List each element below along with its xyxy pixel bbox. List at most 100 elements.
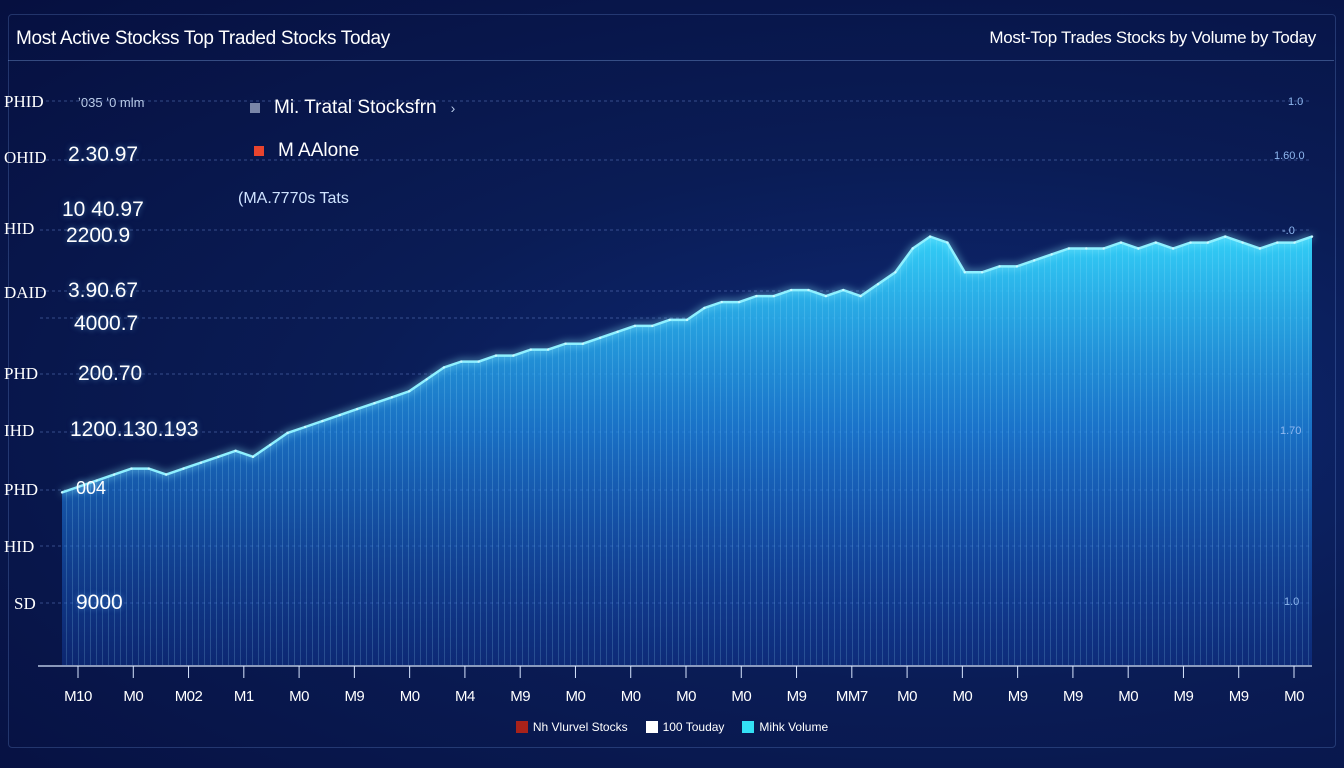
- data-point: [494, 354, 498, 357]
- data-point: [1293, 241, 1296, 244]
- x-tick-label: M0: [731, 688, 752, 705]
- data-point: [928, 235, 932, 238]
- legend-label: Nh Vlurvel Stocks: [532, 720, 628, 734]
- y-axis-label: IHD: [4, 421, 35, 440]
- x-tick-label: M0: [399, 688, 420, 705]
- legend-item[interactable]: 100 Touday: [645, 720, 725, 734]
- right-axis-label: 1.0: [1284, 596, 1300, 608]
- x-tick-label: M0: [565, 688, 586, 705]
- x-tick-label: M0: [952, 688, 973, 705]
- x-tick-label: M9: [510, 688, 531, 705]
- series-area-texture: [62, 236, 1312, 665]
- legend-item[interactable]: Mihk Volume: [742, 720, 828, 734]
- y-axis-label: PHD: [4, 364, 39, 383]
- data-point: [876, 283, 880, 286]
- legend-entry-total[interactable]: Mi. Tratal Stocksfrn ›: [250, 97, 455, 119]
- legend-label: Mi. Tratal Stocksfrn: [274, 97, 437, 118]
- y-axis-label: DAID: [4, 283, 47, 302]
- data-point: [112, 473, 116, 476]
- data-point: [390, 396, 394, 399]
- right-axis-label: 1.0: [1288, 96, 1304, 108]
- x-tick-label: M0: [620, 688, 641, 705]
- chart-subtitle: Most-Top Trades Stocks by Volume by Toda…: [989, 28, 1316, 47]
- y-axis-label: HID: [4, 219, 35, 238]
- data-point: [1102, 247, 1105, 250]
- data-point: [1033, 259, 1036, 262]
- data-point: [1154, 241, 1158, 244]
- value-label: 200.70: [78, 362, 143, 385]
- legend-entry-alone[interactable]: M AAlone: [254, 140, 359, 162]
- chart-frame: [8, 14, 1336, 748]
- data-point: [998, 265, 1001, 268]
- data-point: [1171, 247, 1175, 250]
- legend-label: 100 Touday: [662, 720, 725, 734]
- data-point: [338, 413, 341, 417]
- x-tick-label: M9: [1228, 688, 1249, 705]
- x-tick-label: M4: [454, 688, 475, 705]
- bottom-legend: Nh Vlurvel Stocks 100 Touday Mihk Volume: [0, 720, 1344, 734]
- data-point: [1189, 241, 1192, 244]
- legend-swatch: [742, 721, 755, 733]
- x-tick-label: M0: [123, 688, 144, 705]
- legend-note: (MA.7770s Tats: [238, 190, 349, 207]
- data-point: [425, 378, 428, 381]
- x-tick-label: M10: [64, 688, 92, 705]
- data-point: [790, 288, 793, 292]
- data-point: [1119, 241, 1123, 244]
- data-point: [581, 342, 584, 345]
- legend-label: M AAlone: [278, 140, 360, 161]
- data-point: [1241, 241, 1244, 244]
- legend-item[interactable]: Nh Vlurvel Stocks: [515, 720, 628, 734]
- data-point: [703, 306, 706, 310]
- data-point: [564, 342, 567, 345]
- data-point: [720, 300, 723, 304]
- y-axis-label: PHID: [4, 92, 44, 111]
- data-point: [95, 479, 98, 482]
- value-label: 4000.7: [74, 312, 139, 335]
- data-point: [633, 324, 637, 328]
- data-point: [1258, 247, 1262, 250]
- chart-title: Most Active Stockss Top Traded Stocks To…: [16, 28, 390, 49]
- x-tick-label: M9: [1062, 688, 1083, 705]
- data-point: [651, 324, 654, 328]
- data-point: [859, 294, 862, 298]
- legend-swatch: [515, 721, 528, 733]
- y-axis-label: PHD: [4, 480, 39, 499]
- data-point: [1276, 241, 1279, 244]
- data-point: [1224, 235, 1227, 238]
- data-point: [529, 348, 532, 351]
- data-point: [165, 473, 168, 476]
- data-point: [269, 443, 272, 447]
- legend-label: Mihk Volume: [759, 720, 829, 734]
- data-point: [251, 455, 255, 458]
- x-tick-label: M9: [344, 688, 365, 705]
- data-point: [963, 271, 966, 274]
- data-point: [546, 348, 550, 351]
- data-point: [408, 390, 411, 393]
- y-axis-header: ʼ035 ʻ0 mlm: [78, 95, 145, 110]
- value-label: 004: [76, 478, 107, 498]
- x-tick-label: M0: [676, 688, 696, 705]
- value-label: 1200.130.193: [70, 418, 199, 441]
- x-tick-label: M9: [1007, 688, 1028, 705]
- x-tick-label: M02: [174, 688, 203, 705]
- data-point: [303, 425, 307, 429]
- data-point: [182, 467, 185, 470]
- data-point: [1137, 247, 1140, 250]
- data-point: [1050, 253, 1053, 256]
- data-point: [199, 461, 203, 464]
- right-axis-label: 1.60.0: [1274, 150, 1305, 162]
- data-point: [755, 294, 758, 298]
- data-point: [442, 366, 446, 369]
- data-point: [772, 294, 775, 298]
- data-point: [911, 247, 914, 250]
- y-axis-label: SD: [14, 594, 36, 613]
- data-point: [60, 491, 64, 494]
- legend-swatch: [254, 146, 264, 156]
- data-point: [737, 300, 741, 304]
- data-point: [355, 407, 359, 411]
- x-tick-label: M9: [1173, 688, 1194, 705]
- data-point: [599, 336, 602, 339]
